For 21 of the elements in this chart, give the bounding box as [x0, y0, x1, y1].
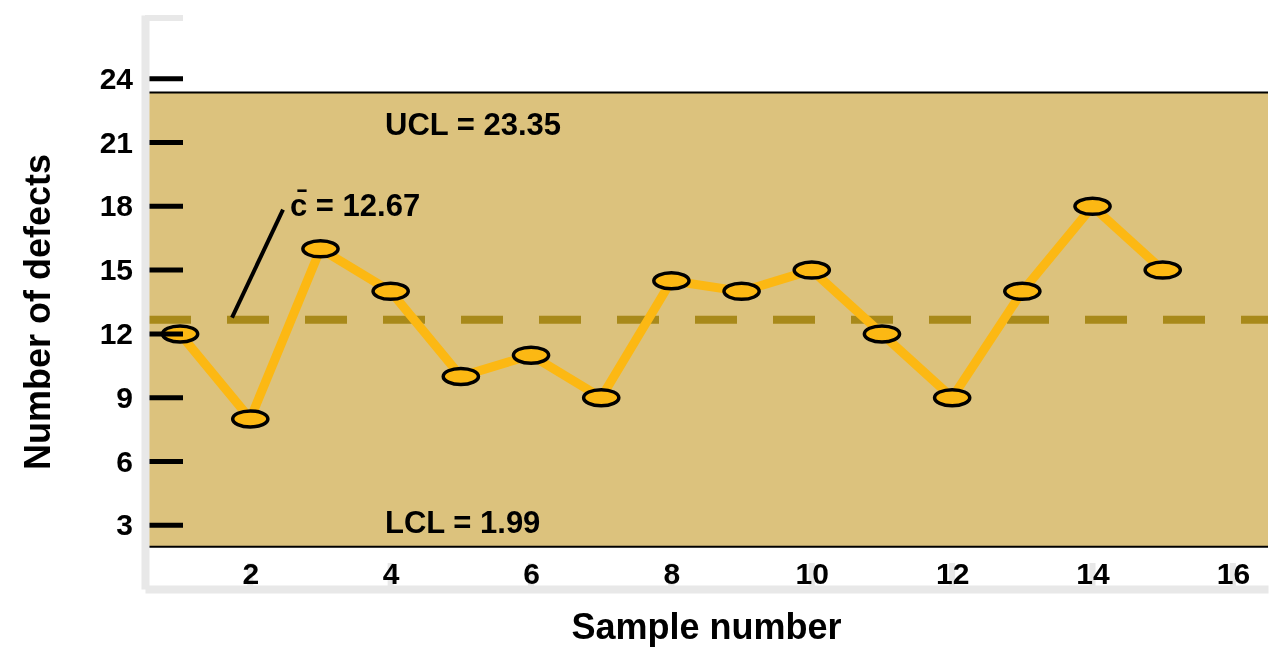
- x-tick-label: 4: [382, 557, 400, 591]
- x-tick-label: 6: [523, 557, 540, 591]
- x-tick-label: 2: [242, 557, 260, 591]
- ref-line-label: UCL = 23.35: [385, 106, 562, 142]
- x-tick-label: 14: [1076, 557, 1111, 591]
- ref-line-label: LCL = 1.99: [385, 504, 541, 540]
- y-tick-label: 24: [99, 61, 134, 95]
- x-tick-label: 16: [1216, 557, 1251, 591]
- y-axis-title: Number of defects: [17, 153, 58, 471]
- x-tick-label: 12: [935, 557, 970, 591]
- ref-line-label: c̄ = 12.67: [290, 187, 421, 223]
- y-tick-label: 9: [116, 380, 133, 414]
- y-tick-label: 15: [99, 253, 133, 287]
- y-tick-label: 12: [99, 316, 133, 350]
- y-tick-label: 18: [99, 189, 133, 223]
- x-tick-label: 10: [795, 557, 829, 591]
- x-axis-title: Sample number: [571, 606, 842, 647]
- y-tick-label: 3: [116, 508, 133, 542]
- y-tick-label: 21: [99, 125, 133, 159]
- x-tick-label: 8: [663, 557, 681, 591]
- y-tick-label: 6: [116, 444, 133, 478]
